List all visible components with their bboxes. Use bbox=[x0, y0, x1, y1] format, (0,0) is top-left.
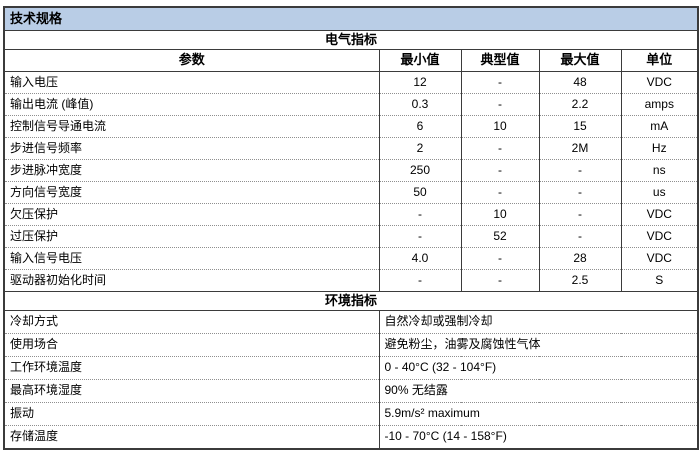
value-cell: 5.9m/s² maximum bbox=[378, 402, 699, 426]
unit-cell: amps bbox=[620, 93, 699, 116]
unit-cell: S bbox=[620, 269, 699, 292]
col-header-typ: 典型值 bbox=[460, 49, 540, 72]
table-row: 输入信号电压 4.0 - 28 VDC bbox=[3, 247, 699, 270]
param-cell: 方向信号宽度 bbox=[3, 181, 380, 204]
max-cell: - bbox=[538, 159, 622, 182]
max-cell: 15 bbox=[538, 115, 622, 138]
min-cell: 12 bbox=[378, 71, 462, 94]
table-row: 步进信号频率 2 - 2M Hz bbox=[3, 137, 699, 160]
table-row: 振动 5.9m/s² maximum bbox=[3, 402, 699, 426]
col-header-unit: 单位 bbox=[620, 49, 699, 72]
unit-cell: VDC bbox=[620, 71, 699, 94]
section-title-environmental: 环境指标 bbox=[4, 291, 699, 311]
table-row: 输出电流 (峰值) 0.3 - 2.2 amps bbox=[3, 93, 699, 116]
param-cell: 控制信号导通电流 bbox=[3, 115, 380, 138]
col-header-min: 最小值 bbox=[378, 49, 462, 72]
typ-cell: - bbox=[460, 269, 540, 292]
param-cell: 输入电压 bbox=[3, 71, 380, 94]
table-row: 控制信号导通电流 6 10 15 mA bbox=[3, 115, 699, 138]
max-cell: - bbox=[538, 181, 622, 204]
unit-cell: ns bbox=[620, 159, 699, 182]
max-cell: 48 bbox=[538, 71, 622, 94]
param-cell: 输出电流 (峰值) bbox=[3, 93, 380, 116]
param-cell: 最高环境湿度 bbox=[3, 379, 380, 403]
min-cell: 0.3 bbox=[378, 93, 462, 116]
value-cell: 避免粉尘，油雾及腐蚀性气体 bbox=[378, 333, 699, 357]
typ-cell: 10 bbox=[460, 115, 540, 138]
param-cell: 使用场合 bbox=[3, 333, 380, 357]
max-cell: - bbox=[538, 203, 622, 226]
param-cell: 步进信号频率 bbox=[3, 137, 380, 160]
table-row: 方向信号宽度 50 - - us bbox=[3, 181, 699, 204]
section-electrical: 电气指标 bbox=[4, 30, 699, 50]
unit-cell: VDC bbox=[620, 203, 699, 226]
max-cell: 2.5 bbox=[538, 269, 622, 292]
typ-cell: - bbox=[460, 137, 540, 160]
param-cell: 冷却方式 bbox=[3, 310, 380, 334]
param-cell: 步进脉冲宽度 bbox=[3, 159, 380, 182]
min-cell: 250 bbox=[378, 159, 462, 182]
typ-cell: 10 bbox=[460, 203, 540, 226]
table-row: 输入电压 12 - 48 VDC bbox=[3, 71, 699, 94]
col-header-max: 最大值 bbox=[538, 49, 622, 72]
page-title: 技术规格 bbox=[4, 7, 699, 31]
value-cell: -10 - 70°C (14 - 158°F) bbox=[378, 425, 699, 450]
min-cell: 50 bbox=[378, 181, 462, 204]
min-cell: 6 bbox=[378, 115, 462, 138]
table-row: 过压保护 - 52 - VDC bbox=[3, 225, 699, 248]
unit-cell: us bbox=[620, 181, 699, 204]
typ-cell: 52 bbox=[460, 225, 540, 248]
min-cell: - bbox=[378, 269, 462, 292]
param-cell: 输入信号电压 bbox=[3, 247, 380, 270]
table-row: 存储温度 -10 - 70°C (14 - 158°F) bbox=[3, 425, 699, 450]
unit-cell: VDC bbox=[620, 225, 699, 248]
unit-cell: mA bbox=[620, 115, 699, 138]
table-row: 驱动器初始化时间 - - 2.5 S bbox=[3, 269, 699, 292]
table-row: 冷却方式 自然冷却或强制冷却 bbox=[3, 310, 699, 334]
unit-cell: VDC bbox=[620, 247, 699, 270]
section-title-electrical: 电气指标 bbox=[4, 30, 699, 50]
typ-cell: - bbox=[460, 93, 540, 116]
typ-cell: - bbox=[460, 247, 540, 270]
min-cell: 4.0 bbox=[378, 247, 462, 270]
typ-cell: - bbox=[460, 181, 540, 204]
table-row: 最高环境湿度 90% 无结露 bbox=[3, 379, 699, 403]
value-cell: 0 - 40°C (32 - 104°F) bbox=[378, 356, 699, 380]
table-row: 欠压保护 - 10 - VDC bbox=[3, 203, 699, 226]
table-row: 工作环境温度 0 - 40°C (32 - 104°F) bbox=[3, 356, 699, 380]
table-row: 使用场合 避免粉尘，油雾及腐蚀性气体 bbox=[3, 333, 699, 357]
max-cell: - bbox=[538, 225, 622, 248]
spec-table: 技术规格 电气指标 参数 最小值 典型值 最大值 单位 输入电压 12 - 48… bbox=[3, 6, 700, 450]
table-title-row: 技术规格 bbox=[4, 7, 699, 31]
value-cell: 90% 无结露 bbox=[378, 379, 699, 403]
param-cell: 过压保护 bbox=[3, 225, 380, 248]
section-environmental: 环境指标 bbox=[4, 291, 699, 311]
value-cell: 自然冷却或强制冷却 bbox=[378, 310, 699, 334]
min-cell: 2 bbox=[378, 137, 462, 160]
col-header-param: 参数 bbox=[3, 49, 380, 72]
max-cell: 28 bbox=[538, 247, 622, 270]
param-cell: 欠压保护 bbox=[3, 203, 380, 226]
param-cell: 存储温度 bbox=[3, 425, 380, 450]
param-cell: 工作环境温度 bbox=[3, 356, 380, 380]
spec-sheet: 技术规格 电气指标 参数 最小值 典型值 最大值 单位 输入电压 12 - 48… bbox=[3, 6, 700, 450]
min-cell: - bbox=[378, 225, 462, 248]
table-row: 步进脉冲宽度 250 - - ns bbox=[3, 159, 699, 182]
min-cell: - bbox=[378, 203, 462, 226]
typ-cell: - bbox=[460, 159, 540, 182]
max-cell: 2.2 bbox=[538, 93, 622, 116]
unit-cell: Hz bbox=[620, 137, 699, 160]
max-cell: 2M bbox=[538, 137, 622, 160]
param-cell: 振动 bbox=[3, 402, 380, 426]
typ-cell: - bbox=[460, 71, 540, 94]
param-cell: 驱动器初始化时间 bbox=[3, 269, 380, 292]
column-header-row: 参数 最小值 典型值 最大值 单位 bbox=[3, 49, 699, 72]
